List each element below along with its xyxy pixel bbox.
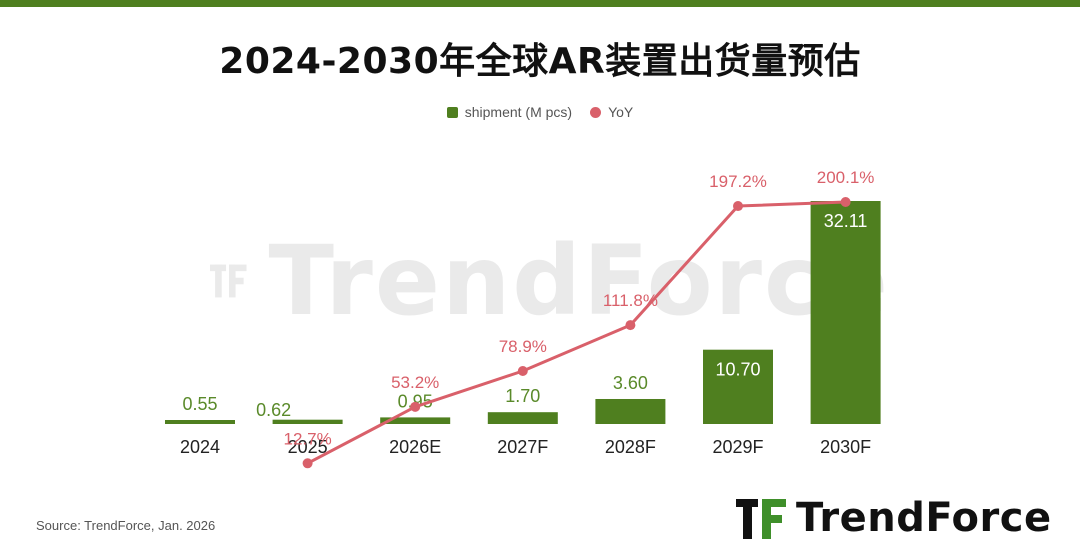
chart-title: 2024-2030年全球AR装置出货量预估: [219, 41, 861, 82]
x-tick-label: 2027F: [497, 437, 548, 457]
yoy-value-label: 197.2%: [709, 172, 767, 191]
legend: shipment (M pcs) YoY: [0, 104, 1080, 120]
legend-shipment-label: shipment (M pcs): [464, 104, 573, 120]
yoy-point: [733, 201, 743, 212]
top-accent-bar: [0, 0, 1080, 7]
trendforce-logo-icon: [736, 499, 786, 539]
yoy-point: [517, 365, 528, 376]
yoy-line: [306, 200, 846, 465]
bar-value-label: 0.95: [398, 391, 433, 411]
legend-item-yoy[interactable]: YoY: [590, 104, 633, 120]
x-tick-label: 2030F: [820, 437, 871, 457]
legend-yoy-label: YoY: [608, 104, 634, 120]
bar-value-label: 3.60: [613, 373, 648, 393]
yoy-value-label: 53.2%: [391, 373, 439, 392]
logo-text: TrendForce: [796, 495, 1052, 541]
bar-2030F: [810, 201, 881, 424]
yoy-value-label: 12.7%: [283, 429, 331, 448]
source-note: Source: TrendForce, Jan. 2026: [36, 518, 216, 533]
bar-2024: [165, 420, 235, 424]
yoy-point: [625, 320, 636, 331]
bar-value-label: 0.62: [256, 400, 291, 420]
x-tick-label: 2028F: [605, 437, 656, 457]
bar-2028F: [595, 398, 666, 424]
bar-2029F: [703, 349, 773, 424]
x-tick-label: 2026E: [389, 437, 441, 457]
bar-2025: [272, 419, 343, 424]
yoy-point: [302, 458, 313, 469]
yoy-value-label: 111.8%: [603, 291, 658, 310]
bar-value-label: 1.70: [505, 386, 540, 406]
bar-2026E: [380, 417, 451, 424]
yoy-value-label: 200.1%: [817, 168, 875, 187]
x-tick-label: 2025: [288, 437, 328, 457]
trendforce-logo: TrendForce: [736, 492, 1056, 544]
x-tick-label: 2029F: [712, 437, 763, 457]
bar-2027F: [487, 412, 558, 424]
yoy-point: [840, 197, 851, 207]
bar-value-label: 32.11: [824, 211, 868, 231]
x-tick-label: 2024: [180, 437, 220, 457]
bar-value-label: 10.70: [715, 360, 760, 380]
yoy-point: [410, 401, 421, 412]
legend-item-shipment[interactable]: shipment (M pcs): [446, 104, 573, 120]
legend-bar-swatch: [446, 106, 458, 118]
bar-value-label: 0.55: [182, 394, 217, 414]
legend-line-swatch: [590, 106, 602, 118]
yoy-value-label: 78.9%: [499, 337, 547, 356]
